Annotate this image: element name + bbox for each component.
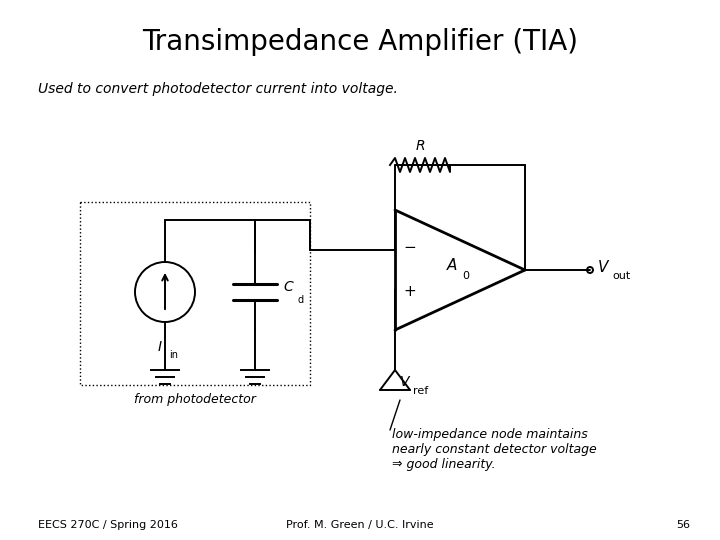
Text: A: A	[447, 258, 457, 273]
Text: I: I	[158, 340, 162, 354]
Text: −: −	[403, 240, 415, 255]
Text: Transimpedance Amplifier (TIA): Transimpedance Amplifier (TIA)	[142, 28, 578, 56]
Text: d: d	[297, 295, 303, 305]
Text: +: +	[403, 285, 415, 300]
Text: Prof. M. Green / U.C. Irvine: Prof. M. Green / U.C. Irvine	[286, 520, 434, 530]
Text: in: in	[169, 350, 179, 360]
Text: ref: ref	[413, 386, 428, 396]
Text: out: out	[612, 271, 630, 281]
Text: V: V	[598, 260, 608, 275]
Text: 0: 0	[462, 271, 469, 281]
Text: R: R	[415, 139, 425, 153]
Text: EECS 270C / Spring 2016: EECS 270C / Spring 2016	[38, 520, 178, 530]
Text: low-impedance node maintains
nearly constant detector voltage
⇒ good linearity.: low-impedance node maintains nearly cons…	[392, 428, 597, 471]
Text: from photodetector: from photodetector	[134, 393, 256, 406]
Text: Used to convert photodetector current into voltage.: Used to convert photodetector current in…	[38, 82, 398, 96]
Text: C: C	[283, 280, 293, 294]
Text: 56: 56	[676, 520, 690, 530]
Text: V: V	[400, 375, 410, 389]
